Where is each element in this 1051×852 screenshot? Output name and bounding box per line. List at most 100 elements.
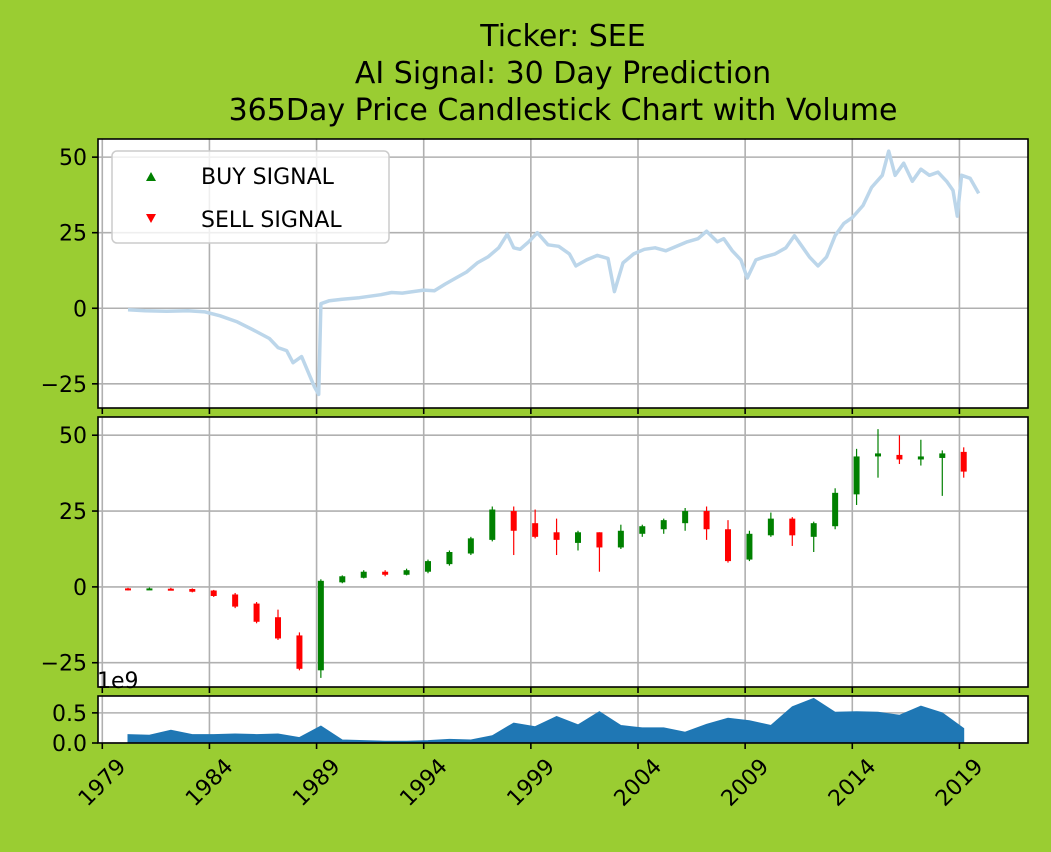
candlestick-y-tick-label: −25 — [41, 652, 87, 677]
candle-up — [875, 429, 881, 478]
candle-up — [917, 439, 924, 466]
candle-down — [125, 587, 131, 591]
candle-body — [896, 454, 903, 460]
candle-body — [832, 492, 839, 527]
chart-title-line-2: AI Signal: 30 Day Prediction — [355, 56, 771, 91]
candle-body — [167, 588, 174, 591]
candle-body — [403, 570, 410, 575]
candle-body — [317, 580, 324, 671]
volume-exponent-label: 1e9 — [97, 669, 139, 694]
candle-down — [210, 589, 217, 597]
price-line-y-tick-label: 0 — [73, 297, 87, 322]
candle-down — [596, 532, 603, 572]
volume-frame — [97, 695, 1029, 744]
candle-up — [446, 550, 453, 566]
legend: BUY SIGNAL SELL SIGNAL — [111, 150, 390, 244]
candle-body — [210, 590, 217, 596]
candlestick-grid — [98, 417, 1028, 687]
volume-area — [127, 697, 965, 744]
candle-body — [810, 523, 817, 537]
candle-body — [617, 530, 624, 548]
price-series-line — [127, 149, 981, 397]
candle-down — [510, 506, 517, 556]
candle-body — [725, 529, 731, 562]
candle-up — [939, 450, 946, 496]
candle-down — [703, 506, 710, 540]
candle-down — [167, 587, 174, 591]
legend-label-sell: SELL SIGNAL — [201, 208, 342, 233]
candlestick-plot-area — [98, 417, 1028, 687]
candle-down — [553, 518, 560, 556]
price-line-frame — [97, 138, 1029, 409]
candle-down — [232, 592, 239, 609]
price-line-y-tick-label: −25 — [41, 373, 87, 398]
price-line-y-tick-label: 25 — [59, 222, 87, 247]
candle-body — [917, 456, 924, 460]
volume-y-tick-label: 0.5 — [52, 702, 87, 727]
candle-body — [703, 511, 710, 530]
candle-body — [660, 520, 667, 530]
chart-title-line-3: 365Day Price Candlestick Chart with Volu… — [229, 93, 898, 128]
candle-up — [467, 536, 474, 556]
candle-up — [425, 559, 431, 574]
candle-body — [125, 588, 131, 591]
candle-body — [510, 511, 517, 531]
candle-body — [575, 532, 581, 543]
candlestick-y-tick-label: 25 — [59, 500, 87, 525]
candle-body — [382, 571, 389, 575]
legend-label-buy: BUY SIGNAL — [201, 165, 335, 190]
candle-body — [596, 532, 603, 548]
candle-body — [425, 561, 431, 572]
buy-signal-marker-icon — [146, 172, 156, 181]
candlestick-y-tick-label: 50 — [59, 424, 87, 449]
candle-down — [382, 570, 389, 577]
candle-body — [746, 533, 753, 560]
candle-body — [875, 453, 881, 457]
candle-down — [789, 517, 796, 546]
candle-up — [360, 570, 367, 579]
candle-body — [446, 552, 453, 565]
candle-down — [253, 602, 260, 624]
candle-up — [853, 448, 860, 505]
candle-body — [489, 509, 496, 540]
candle-down — [725, 520, 731, 563]
candle-up — [575, 530, 581, 551]
candle-up — [617, 524, 624, 549]
candle-down — [275, 609, 281, 640]
candle-body — [682, 511, 689, 524]
candle-body — [532, 523, 539, 537]
candle-body — [275, 617, 281, 639]
candlestick-panel: 50 25 0 −25 — [41, 416, 1029, 693]
candle-up — [317, 579, 324, 678]
candle-up — [746, 530, 753, 562]
candle-body — [853, 456, 860, 495]
candle-up — [146, 587, 153, 591]
candle-up — [339, 575, 346, 584]
legend-box — [111, 150, 390, 244]
candle-up — [682, 508, 689, 531]
candle-body — [939, 453, 946, 458]
chart-title-line-1: Ticker: SEE — [479, 19, 645, 54]
candle-up — [660, 518, 667, 534]
candle-down — [532, 509, 539, 539]
candle-up — [639, 524, 646, 537]
candle-body — [553, 532, 560, 540]
candle-down — [296, 632, 303, 671]
candle-body — [639, 526, 646, 534]
candle-body — [253, 603, 260, 622]
candle-up — [832, 488, 839, 530]
candle-up — [810, 521, 817, 552]
candle-body — [189, 589, 196, 592]
candle-body — [146, 588, 153, 591]
candle-down — [189, 588, 196, 593]
sell-signal-marker-icon — [146, 214, 156, 223]
candle-body — [767, 518, 774, 536]
candle-down — [960, 447, 967, 478]
candle-up — [767, 512, 774, 537]
candlestick-y-tick-label: 0 — [73, 576, 87, 601]
candle-body — [339, 576, 346, 583]
candle-body — [789, 518, 796, 536]
volume-y-tick-label: 0.0 — [52, 732, 87, 757]
price-line-y-tick-label: 50 — [59, 146, 87, 171]
